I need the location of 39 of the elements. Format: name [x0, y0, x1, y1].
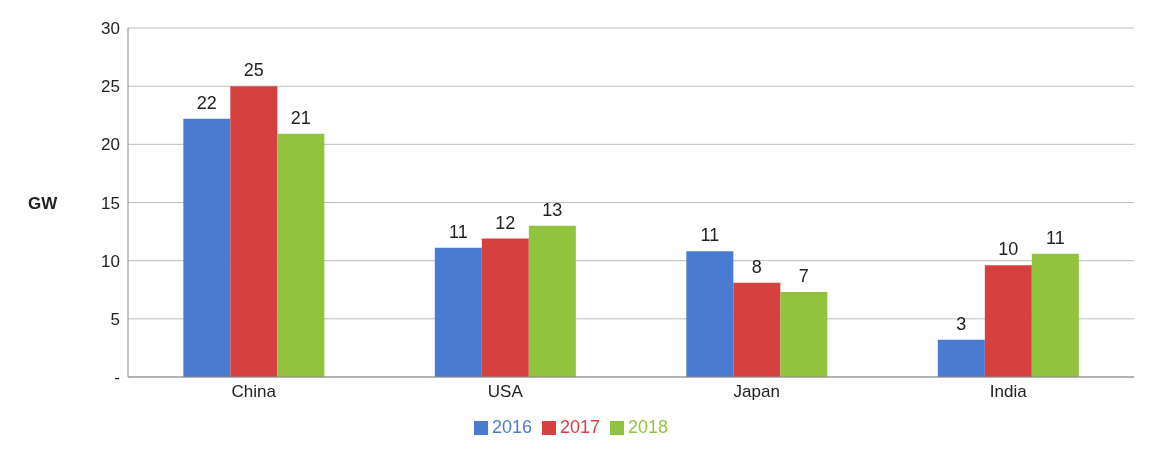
data-label: 11 [700, 225, 720, 246]
data-label: 13 [542, 199, 563, 220]
bar [937, 339, 985, 377]
x-tick-label: USA [487, 382, 524, 402]
bar [183, 118, 231, 377]
data-label: 10 [998, 239, 1019, 260]
y-tick-label: 25 [101, 77, 120, 97]
y-tick-label: 15 [101, 193, 120, 213]
y-tick-label: 30 [101, 19, 120, 39]
data-label: 12 [495, 212, 516, 233]
bar [277, 133, 325, 377]
data-label: 7 [798, 266, 809, 287]
data-label: 8 [751, 256, 762, 277]
bar [1031, 253, 1079, 377]
y-tick-label: 20 [101, 135, 120, 155]
y-tick-label: 5 [110, 309, 120, 329]
y-tick-label: 10 [101, 251, 120, 271]
data-label: 3 [956, 313, 967, 334]
data-label: 25 [243, 60, 264, 81]
x-tick-label: Japan [733, 382, 780, 402]
data-label: 11 [1045, 227, 1065, 248]
bar [780, 292, 828, 377]
bar [434, 247, 482, 377]
data-label: 22 [196, 92, 217, 113]
x-tick-label: China [231, 382, 277, 402]
x-tick-label: India [989, 382, 1028, 402]
bar [733, 282, 781, 377]
bar [481, 238, 529, 377]
legend-label: 2018 [628, 417, 669, 437]
bar [686, 251, 734, 377]
legend-label: 2016 [491, 417, 532, 437]
bar [528, 225, 576, 377]
bar [230, 86, 278, 377]
y-axis-title: GW [28, 193, 59, 213]
data-label: 21 [290, 107, 311, 128]
bar [984, 265, 1032, 377]
data-label: 11 [448, 221, 468, 242]
y-tick-label: - [114, 368, 120, 388]
legend-label: 2017 [559, 417, 601, 437]
